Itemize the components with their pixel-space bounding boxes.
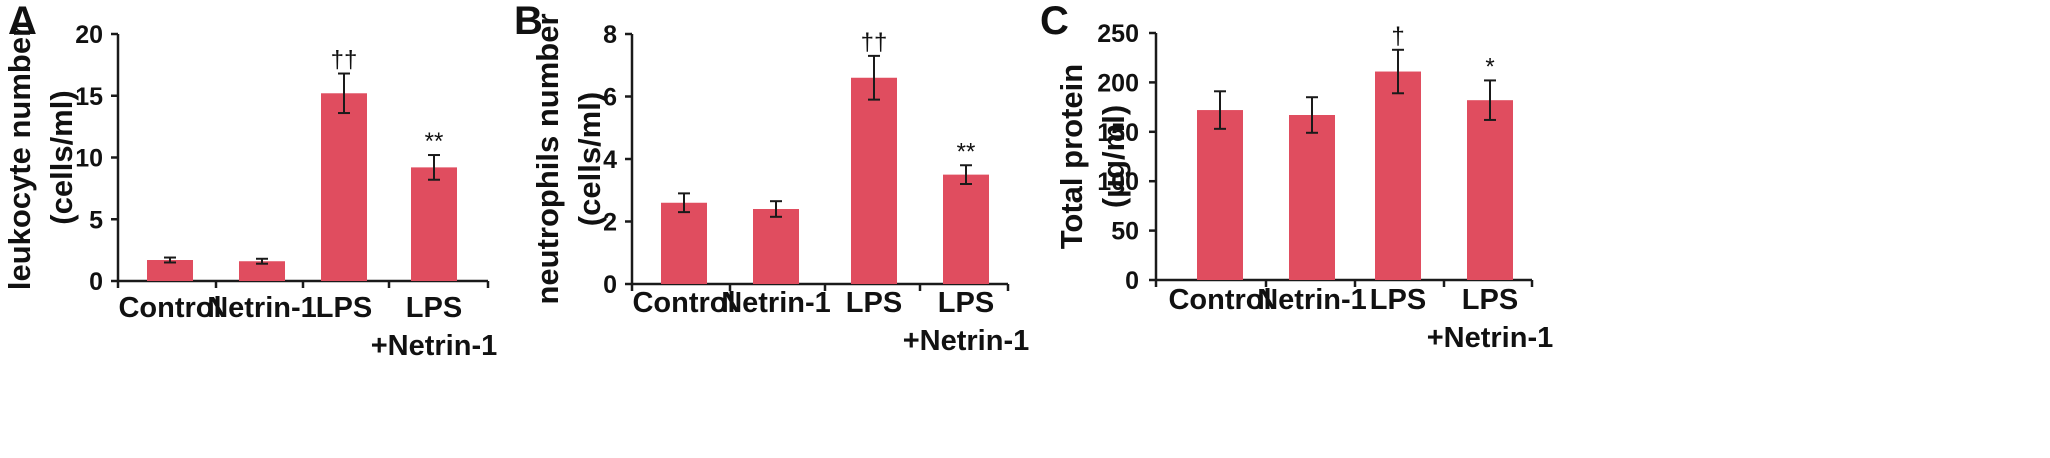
y-axis-label-line2: (μg/ml) [1096, 105, 1131, 208]
bar [851, 77, 897, 284]
significance-marker: †† [331, 47, 358, 74]
y-tick-label: 100 [1097, 168, 1139, 196]
category-label: LPS [406, 292, 462, 324]
category-label: Control [1168, 284, 1271, 316]
category-label: Netrin-1 [207, 292, 317, 324]
y-tick-label: 2 [603, 209, 617, 237]
category-label: LPS [938, 287, 994, 319]
significance-marker: ** [425, 128, 444, 155]
bar [239, 261, 285, 281]
panel-c: C Total protein (μg/ml) 0 50 100 150 200 250 Cont… [1040, 0, 1553, 354]
bar [147, 260, 193, 281]
y-tick-label: 250 [1097, 20, 1139, 48]
significance-marker: ** [957, 138, 976, 165]
y-tick-label: 0 [89, 268, 103, 296]
panel-letter: C [1040, 0, 1069, 43]
y-tick-label: 4 [603, 146, 617, 174]
bar [1375, 71, 1421, 280]
bar [1289, 115, 1335, 280]
y-tick-label: 200 [1097, 69, 1139, 97]
category-label: Netrin-1 [1257, 284, 1367, 316]
y-axis-label-line2: (cells/ml) [44, 90, 79, 224]
bar [661, 202, 707, 284]
y-tick-label: 150 [1097, 119, 1139, 147]
category-label: Control [632, 287, 735, 319]
panel-letter: A [8, 0, 37, 43]
y-tick-label: 10 [75, 145, 103, 173]
y-axis-label-line2: (cells/ml) [572, 92, 607, 226]
y-tick-label: 15 [75, 83, 103, 111]
category-label: Netrin-1 [721, 287, 831, 319]
y-axis-label-line1: neutrophils number [530, 13, 565, 304]
y-tick-label: 5 [89, 206, 103, 234]
bar [321, 93, 367, 281]
y-axis-label-line1: Total protein [1054, 64, 1089, 249]
category-label-line2: +Netrin-1 [371, 330, 498, 362]
y-tick-label: 6 [603, 84, 617, 112]
panel-letter: B [514, 0, 543, 43]
category-label: LPS [846, 287, 902, 319]
bar [411, 167, 457, 281]
significance-marker: † [1391, 23, 1404, 50]
significance-marker: †† [861, 29, 888, 56]
category-label: LPS [316, 292, 372, 324]
category-label-line2: +Netrin-1 [1427, 322, 1554, 354]
y-tick-label: 0 [603, 271, 617, 299]
category-label: LPS [1370, 284, 1426, 316]
category-label: Control [118, 292, 221, 324]
y-axis-label-line1: leukocyte number [2, 25, 37, 290]
significance-marker: * [1485, 53, 1494, 80]
bar [1197, 110, 1243, 281]
bar [1467, 100, 1513, 281]
y-tick-label: 0 [1125, 267, 1139, 295]
bar [943, 174, 989, 284]
y-tick-label: 50 [1111, 218, 1139, 246]
category-label: LPS [1462, 284, 1518, 316]
category-label-line2: +Netrin-1 [903, 325, 1030, 357]
bar [753, 209, 799, 284]
y-tick-label: 20 [75, 21, 103, 49]
y-tick-label: 8 [603, 21, 617, 49]
